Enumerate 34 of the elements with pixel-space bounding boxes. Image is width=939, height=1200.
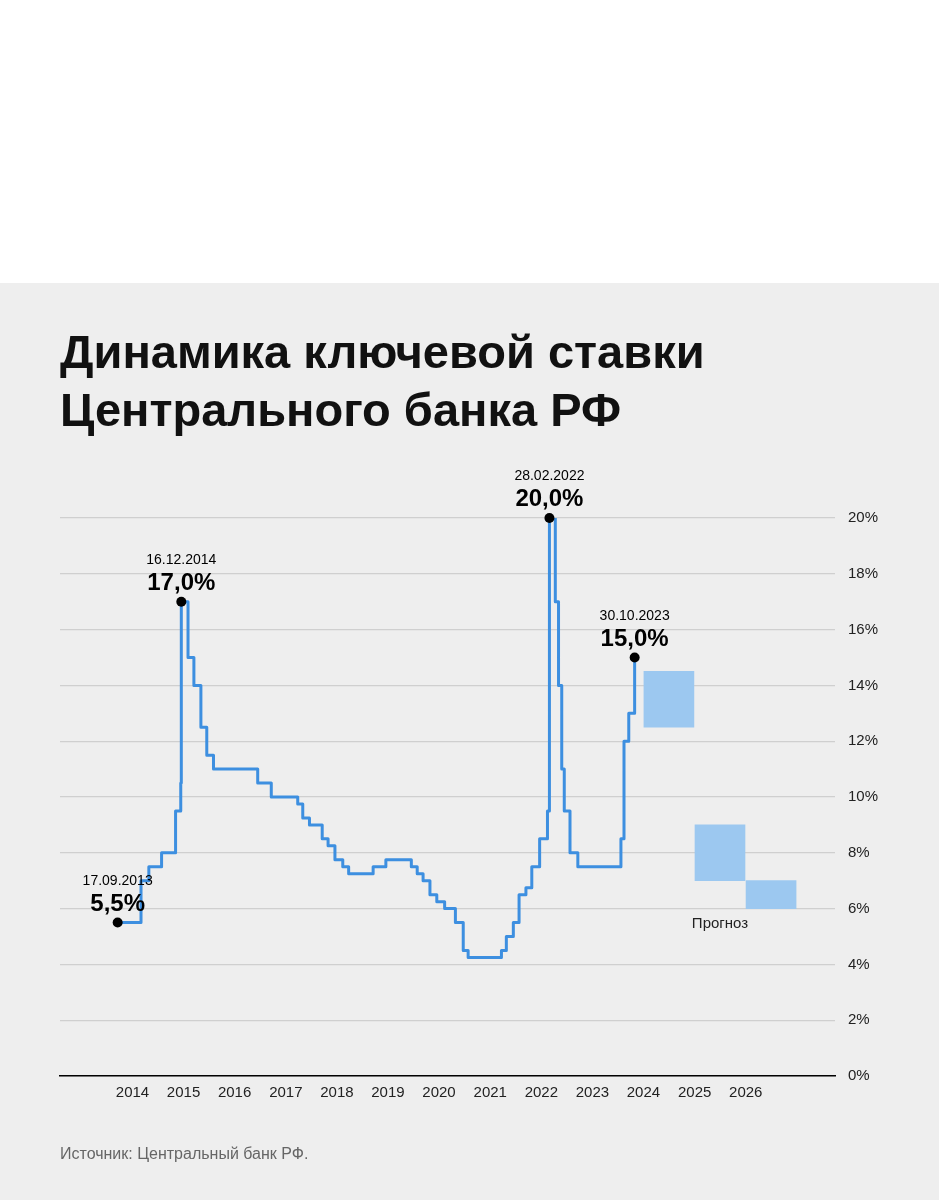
- x-tick-label: 2020: [422, 1083, 456, 1101]
- x-tick-label: 2019: [371, 1083, 405, 1101]
- y-tick-label: 14%: [848, 675, 879, 693]
- annotation: 15,0%: [600, 623, 669, 651]
- y-tick-label: 18%: [848, 563, 879, 581]
- text: Источник: Центральный банк РФ.: [60, 1145, 309, 1163]
- x-tick-label: 2022: [524, 1083, 558, 1101]
- y-tick-label: 16%: [848, 619, 879, 637]
- chart-title: Динамика ключевой ставки Центрального банка РФ: [60, 324, 706, 438]
- x-tick-label: 2017: [269, 1083, 303, 1101]
- annotation: 17,0%: [147, 567, 216, 595]
- x-tick-label: 2014: [115, 1083, 150, 1101]
- annotation: 16.12.2014: [146, 550, 217, 567]
- y-tick-label: 6%: [848, 898, 870, 916]
- x-tick-label: 2025: [677, 1083, 712, 1101]
- annotation: 20,0%: [515, 484, 584, 511]
- x-tick-label: 2016: [217, 1083, 252, 1101]
- x-tick-label: 2015: [166, 1083, 201, 1101]
- y-tick-label: 12%: [848, 731, 879, 749]
- y-tick-label: 8%: [848, 842, 870, 860]
- y-tick-label: 4%: [848, 954, 870, 972]
- bar: [643, 671, 695, 728]
- x-tick-label: 2026: [729, 1083, 763, 1101]
- annotation: 28.02.2022: [514, 467, 585, 483]
- y-tick-label: 2%: [848, 1010, 870, 1028]
- x-tick-label: 2023: [575, 1083, 610, 1101]
- y-tick-label: 10%: [848, 787, 879, 805]
- y-tick-label: 0%: [848, 1066, 870, 1084]
- series-label: Прогноз: [691, 914, 749, 932]
- annotation: 30.10.2023: [599, 606, 670, 623]
- x-tick-label: 2021: [473, 1083, 507, 1101]
- x-tick-label: 2024: [626, 1083, 661, 1101]
- x-tick-label: 2018: [320, 1083, 354, 1101]
- y-tick-label: 20%: [848, 508, 879, 526]
